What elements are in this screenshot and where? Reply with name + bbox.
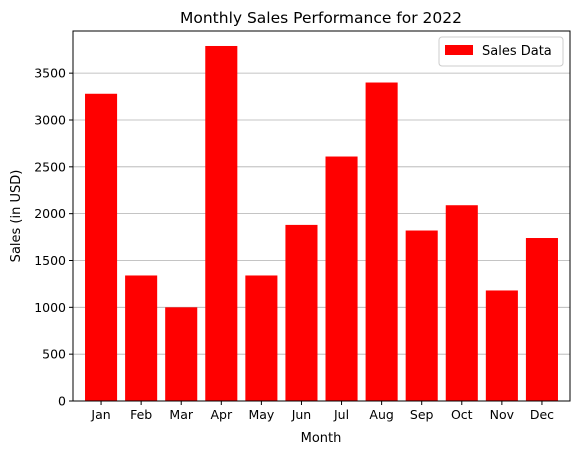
y-tick-label-7: 3500 [34,66,66,81]
x-axis-label: Month [301,431,342,446]
x-tick-label-apr: Apr [210,407,232,422]
bars [85,45,558,402]
y-tick-label-2: 1000 [34,300,66,315]
y-tick-label-3: 1500 [34,253,66,268]
x-tick-label-jun: Jun [291,407,312,422]
y-axis-label: Sales (in USD) [9,170,24,263]
bar-oct [445,205,478,401]
x-tick-label-feb: Feb [130,407,152,422]
bar-nov [485,290,518,401]
x-tick-label-sep: Sep [410,407,434,422]
y-tick-label-0: 0 [58,394,66,409]
bar-may [245,275,278,401]
legend-label: Sales Data [482,44,552,59]
x-tick-label-jul: Jul [333,407,349,422]
x-tick-label-mar: Mar [169,407,193,422]
x-tick-label-oct: Oct [451,407,473,422]
bar-feb [125,275,158,401]
legend: Sales Data [438,36,564,67]
bar-jan [85,93,118,401]
plot-frame [72,30,571,402]
legend-swatch [445,45,473,55]
x-tick-label-jan: Jan [90,407,110,422]
chart-title: Monthly Sales Performance for 2022 [180,9,462,27]
bar-sep [405,230,438,401]
bar-jul [325,156,358,401]
x-tick-label-aug: Aug [369,407,393,422]
y-tick-label-1: 500 [42,347,66,362]
bar-apr [205,45,238,402]
bar-dec [525,238,558,401]
x-tick-label-may: May [248,407,274,422]
ticks: 0 500 1000 1500 2000 2500 3000 3500 Jan Feb Mar Apr… [34,66,554,422]
legend-frame [438,36,564,67]
y-tick-label-6: 3000 [34,112,66,127]
y-tick-label-5: 2500 [34,159,66,174]
bar-mar [165,307,198,401]
bar-jun [285,224,318,401]
y-tick-label-4: 2000 [34,206,66,221]
axes [72,30,571,402]
bar-aug [365,82,398,402]
x-tick-label-nov: Nov [490,407,515,422]
x-tick-label-dec: Dec [530,407,554,422]
